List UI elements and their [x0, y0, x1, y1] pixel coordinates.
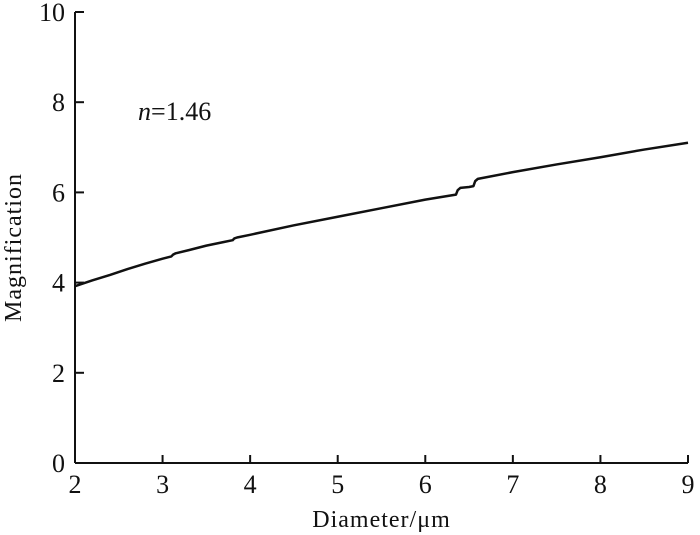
annotation-variable: n [138, 97, 151, 126]
y-tick-label: 8 [52, 88, 65, 117]
y-tick-label: 2 [52, 359, 65, 388]
y-ticks: 0 2 4 6 8 10 [39, 0, 84, 478]
y-tick-label: 4 [52, 269, 65, 298]
axes [74, 12, 688, 464]
x-tick-label: 2 [69, 470, 82, 499]
x-axis-title: Diameter/μm [312, 507, 451, 533]
y-tick-label: 6 [52, 178, 65, 207]
y-axis-title: Magnification [1, 173, 27, 322]
x-tick-label: 4 [244, 470, 257, 499]
y-tick-label: 0 [52, 449, 65, 478]
annotation-value: =1.46 [151, 97, 211, 126]
x-tick-label: 3 [156, 470, 169, 499]
y-tick-label: 10 [39, 0, 65, 27]
refractive-index-annotation: n=1.46 [138, 97, 211, 126]
x-tick-label: 6 [419, 470, 432, 499]
x-tick-label: 8 [594, 470, 607, 499]
x-ticks: 2 3 4 5 6 7 8 9 [69, 455, 695, 499]
x-tick-label: 7 [506, 470, 519, 499]
series-line [74, 141, 689, 288]
x-tick-label: 9 [682, 470, 695, 499]
x-tick-label: 5 [331, 470, 344, 499]
